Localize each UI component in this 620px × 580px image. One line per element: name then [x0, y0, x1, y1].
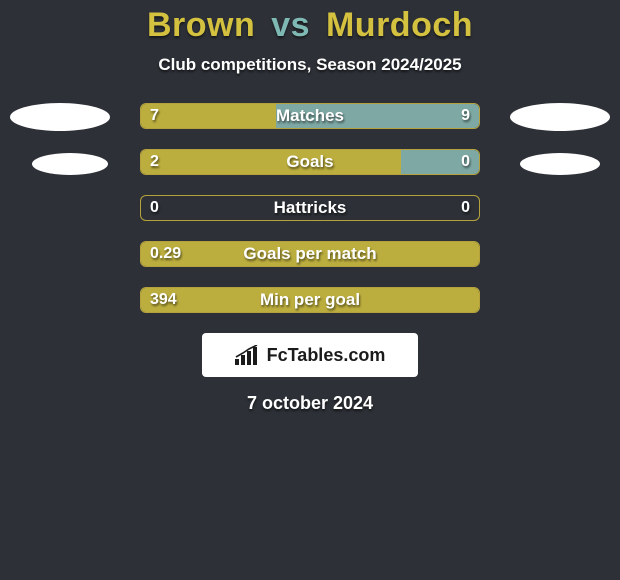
date: 7 october 2024 [0, 393, 620, 414]
stat-bar-left [141, 288, 479, 312]
stat-value-left: 0.29 [150, 241, 181, 267]
stat-bar-left [141, 104, 276, 128]
stat-row: Goals20 [0, 149, 620, 175]
stat-row: Matches79 [0, 103, 620, 129]
stat-bar [140, 287, 480, 313]
logo-text: FcTables.com [267, 345, 386, 366]
logo-box: FcTables.com [202, 333, 418, 377]
stat-value-left: 394 [150, 287, 177, 313]
stat-value-right: 0 [461, 195, 470, 221]
title-player2: Murdoch [326, 6, 473, 44]
stat-bar [140, 149, 480, 175]
page-title: Brown vs Murdoch [0, 6, 620, 45]
stat-bar-left [141, 242, 479, 266]
stat-value-right: 9 [461, 103, 470, 129]
subtitle: Club competitions, Season 2024/2025 [0, 55, 620, 75]
stats-area: Matches79Goals20Hattricks00Goals per mat… [0, 103, 620, 313]
stat-row: Min per goal394 [0, 287, 620, 313]
stat-row: Goals per match0.29 [0, 241, 620, 267]
stat-value-left: 0 [150, 195, 159, 221]
title-vs: vs [271, 6, 310, 44]
stat-row: Hattricks00 [0, 195, 620, 221]
title-player1: Brown [147, 6, 255, 44]
comparison-container: Brown vs Murdoch Club competitions, Seas… [0, 0, 620, 414]
stat-value-right: 0 [461, 149, 470, 175]
logo: FcTables.com [235, 345, 386, 366]
stat-bar [140, 195, 480, 221]
stat-bar-right [276, 104, 479, 128]
stat-bar [140, 241, 480, 267]
stat-value-left: 2 [150, 149, 159, 175]
stat-bar-left [141, 150, 401, 174]
stat-value-left: 7 [150, 103, 159, 129]
stat-bar [140, 103, 480, 129]
barchart-icon [235, 345, 261, 365]
